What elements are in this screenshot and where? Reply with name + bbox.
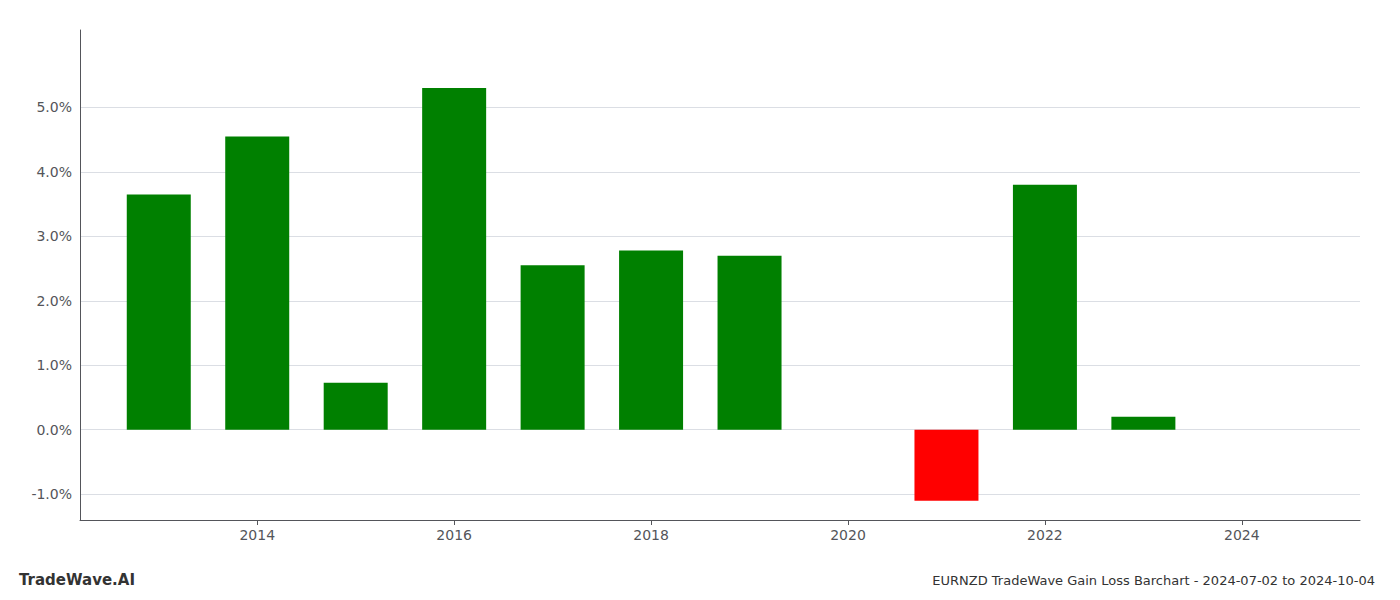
svg-text:3.0%: 3.0% bbox=[36, 228, 72, 244]
svg-text:2.0%: 2.0% bbox=[36, 293, 72, 309]
svg-text:4.0%: 4.0% bbox=[36, 164, 72, 180]
svg-text:2014: 2014 bbox=[239, 527, 275, 543]
svg-text:2024: 2024 bbox=[1224, 527, 1260, 543]
svg-text:5.0%: 5.0% bbox=[36, 99, 72, 115]
svg-text:EURNZD TradeWave Gain Loss Bar: EURNZD TradeWave Gain Loss Barchart - 20… bbox=[932, 573, 1375, 588]
svg-text:1.0%: 1.0% bbox=[36, 357, 72, 373]
svg-text:0.0%: 0.0% bbox=[36, 422, 72, 438]
svg-text:2016: 2016 bbox=[436, 527, 472, 543]
svg-text:2020: 2020 bbox=[830, 527, 866, 543]
svg-text:2018: 2018 bbox=[633, 527, 669, 543]
svg-text:-1.0%: -1.0% bbox=[31, 486, 72, 502]
svg-text:2022: 2022 bbox=[1027, 527, 1063, 543]
svg-text:TradeWave.AI: TradeWave.AI bbox=[19, 571, 135, 589]
